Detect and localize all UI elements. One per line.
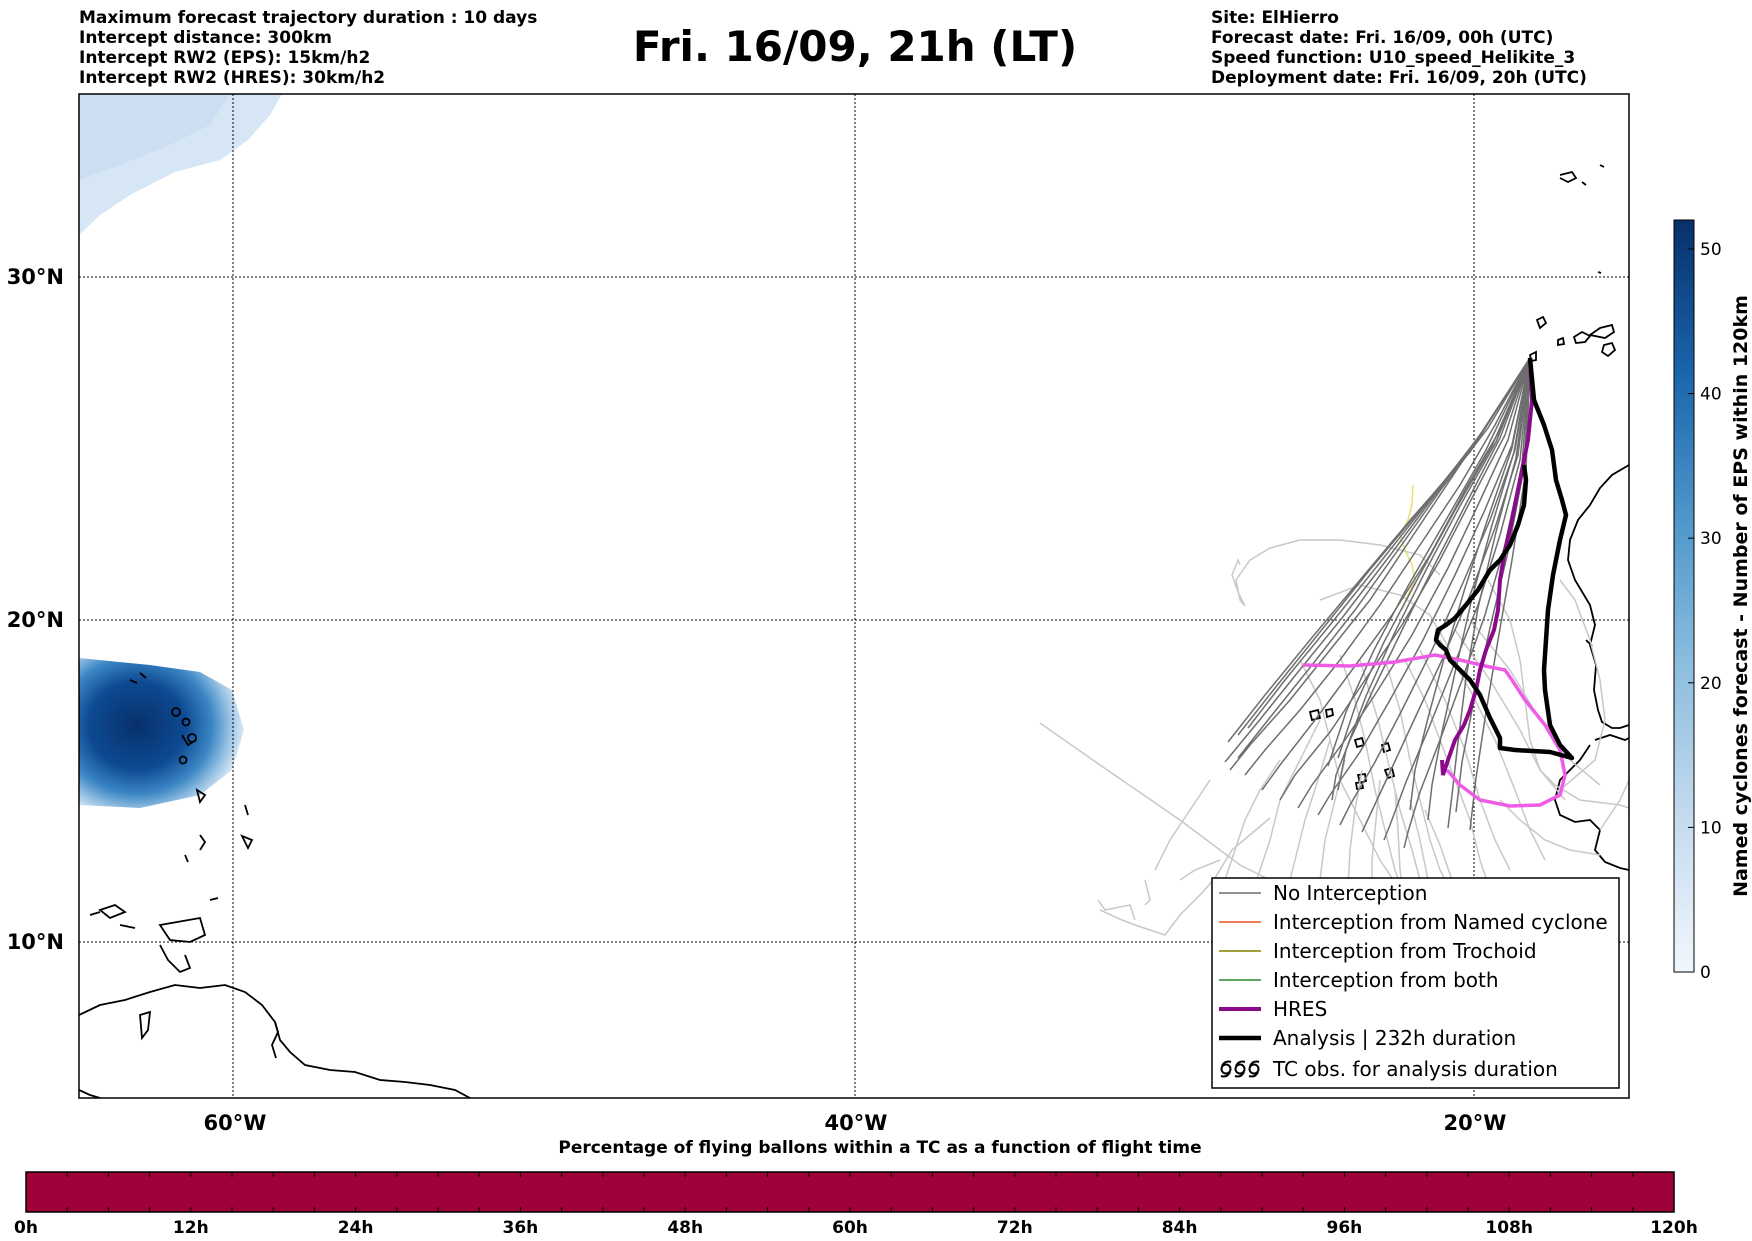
flight-time-tick-label: 36h <box>503 1218 539 1238</box>
info-right-block: Site: ElHierro Forecast date: Fri. 16/09… <box>1211 8 1587 88</box>
colorbar-ticks: 0 10 20 30 40 50 <box>1688 240 1722 983</box>
flight-time-bar: 0h 12h 24h 36h 48h 60h 72h 84h 96h 108h 120h <box>14 1171 1698 1238</box>
colorbar-tick-label: 10 <box>1700 818 1722 838</box>
info-intercept-eps: Intercept RW2 (EPS): 15km/h2 <box>79 48 371 68</box>
colorbar-gradient <box>1673 219 1695 973</box>
flight-time-tick-label: 84h <box>1162 1218 1198 1238</box>
colorbar-tick-label: 40 <box>1700 385 1722 405</box>
colorbar-tick-label: 0 <box>1700 963 1711 983</box>
flight-time-bar-title: Percentage of flying ballons within a TC… <box>558 1138 1202 1158</box>
flight-time-tick-label: 120h <box>1650 1218 1698 1238</box>
flight-time-bar-fill <box>25 1171 1675 1213</box>
info-speed-function: Speed function: U10_speed_Helikite_3 <box>1211 48 1576 68</box>
legend: No Interception Interception from Named … <box>1211 877 1620 1089</box>
hres-track <box>1440 357 1535 776</box>
density-shading-north-inner <box>79 94 230 180</box>
legend-box <box>1211 877 1620 1089</box>
colorbar: 0 10 20 30 40 50 Named cyclones forecast - Nu… <box>1673 219 1752 983</box>
flight-time-tick-label: 108h <box>1485 1218 1533 1238</box>
density-shading-caribbean <box>79 658 244 808</box>
colorbar-tick-label: 50 <box>1700 240 1722 260</box>
flight-time-tick-label: 24h <box>338 1218 374 1238</box>
info-left-block: Maximum forecast trajectory duration : 1… <box>79 8 537 88</box>
lat-label-10n: 10°N <box>7 930 64 954</box>
magenta-track <box>1302 653 1567 808</box>
light-gray-tracks <box>1039 539 1629 936</box>
info-max-duration: Maximum forecast trajectory duration : 1… <box>79 8 538 28</box>
flight-time-tick-label: 60h <box>832 1218 868 1238</box>
page-title: Fri. 16/09, 21h (LT) <box>632 22 1078 71</box>
flight-time-tick-label: 0h <box>14 1218 38 1238</box>
colorbar-tick-label: 30 <box>1700 529 1722 549</box>
flight-time-minor-ticks <box>66 1172 1634 1212</box>
legend-label-hres: HRES <box>1273 997 1327 1021</box>
lon-label-40w: 40°W <box>825 1111 888 1135</box>
flight-time-tick-label: 96h <box>1327 1218 1363 1238</box>
colorbar-title: Named cyclones forecast - Number of EPS … <box>1730 295 1752 897</box>
colorbar-tick-label: 20 <box>1700 674 1722 694</box>
legend-label-trochoid: Interception from Trochoid <box>1273 939 1537 963</box>
lat-label-30n: 30°N <box>7 265 64 289</box>
map-frame <box>78 93 1630 1099</box>
legend-label-both: Interception from both <box>1273 968 1499 992</box>
analysis-track <box>1433 357 1575 761</box>
info-intercept-distance: Intercept distance: 300km <box>79 28 332 48</box>
ensemble-tracks <box>1224 357 1531 849</box>
info-deployment-date: Deployment date: Fri. 16/09, 20h (UTC) <box>1211 68 1587 88</box>
flight-time-tick-label: 48h <box>667 1218 703 1238</box>
info-forecast-date: Forecast date: Fri. 16/09, 00h (UTC) <box>1211 28 1554 48</box>
lat-label-20n: 20°N <box>7 608 64 632</box>
yellow-track <box>1399 484 1416 611</box>
legend-label-analysis: Analysis | 232h duration <box>1273 1026 1516 1050</box>
info-site: Site: ElHierro <box>1211 8 1339 28</box>
flight-time-tick-labels: 0h 12h 24h 36h 48h 60h 72h 84h 96h 108h 120h <box>14 1218 1698 1238</box>
flight-time-tick-label: 12h <box>173 1218 209 1238</box>
legend-label-no-interception: No Interception <box>1273 881 1427 905</box>
lon-label-60w: 60°W <box>204 1111 267 1135</box>
lon-label-20w: 20°W <box>1444 1111 1507 1135</box>
flight-time-tick-label: 72h <box>997 1218 1033 1238</box>
legend-label-tc-obs: TC obs. for analysis duration <box>1272 1057 1558 1081</box>
info-intercept-hres: Intercept RW2 (HRES): 30km/h2 <box>79 68 386 88</box>
legend-label-named-cyclone: Interception from Named cyclone <box>1273 910 1608 934</box>
